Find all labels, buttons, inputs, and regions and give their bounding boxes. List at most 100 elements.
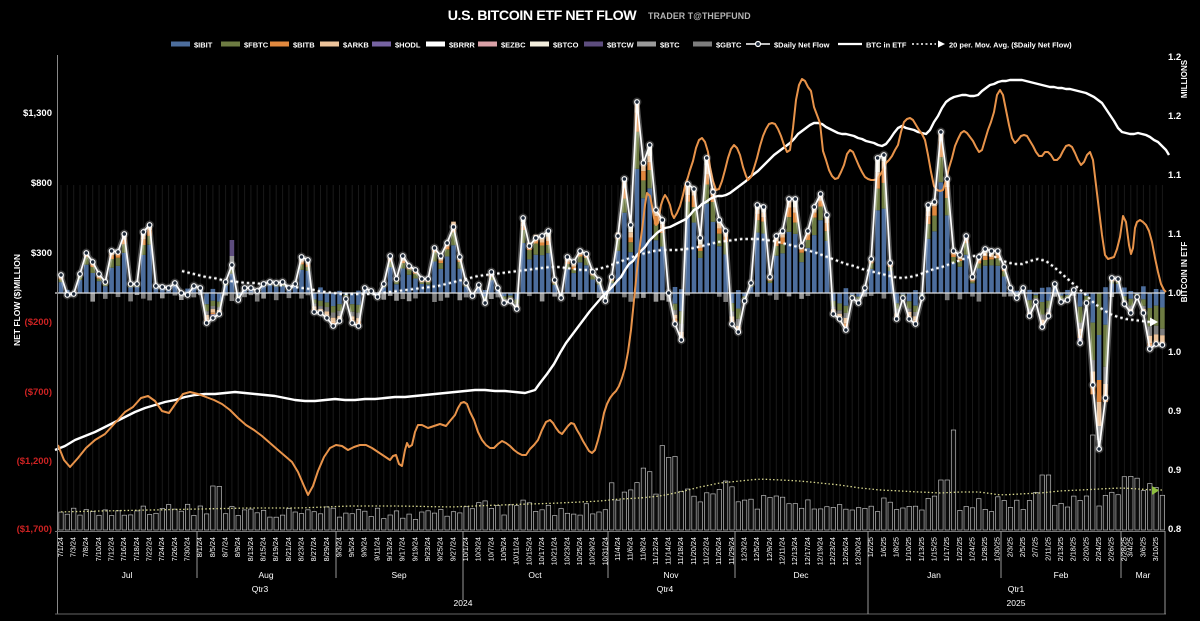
svg-text:($200): ($200) <box>25 317 52 328</box>
svg-text:$GBTC: $GBTC <box>716 41 742 50</box>
svg-text:1/17/25: 1/17/25 <box>942 537 951 561</box>
svg-text:9/11/24: 9/11/24 <box>372 537 381 561</box>
svg-text:$BTC: $BTC <box>660 41 680 50</box>
svg-text:7/24/24: 7/24/24 <box>157 537 166 561</box>
svg-text:2/24/25: 2/24/25 <box>1094 537 1103 561</box>
svg-text:12/5/24: 12/5/24 <box>752 537 761 561</box>
svg-text:8/27/24: 8/27/24 <box>309 537 318 561</box>
svg-text:3/6/25: 3/6/25 <box>1138 537 1147 557</box>
svg-text:2/20/25: 2/20/25 <box>1081 537 1090 561</box>
svg-text:2/11/25: 2/11/25 <box>1043 537 1052 561</box>
svg-text:2/5/25: 2/5/25 <box>1018 537 1027 557</box>
svg-text:2/3/25: 2/3/25 <box>1005 537 1014 557</box>
svg-text:Dec: Dec <box>793 570 809 580</box>
svg-text:8/13/24: 8/13/24 <box>246 537 255 561</box>
svg-text:Jan: Jan <box>927 570 941 580</box>
svg-text:$FBTC: $FBTC <box>244 41 269 50</box>
svg-text:MILLIONS: MILLIONS <box>1180 59 1189 98</box>
svg-text:9/5/24: 9/5/24 <box>347 537 356 557</box>
svg-text:$BRRR: $BRRR <box>449 41 475 50</box>
svg-text:10/11/24: 10/11/24 <box>512 537 521 565</box>
svg-text:10/31/24: 10/31/24 <box>600 537 609 565</box>
svg-text:$EZBC: $EZBC <box>501 41 526 50</box>
svg-text:8/5/24: 8/5/24 <box>208 537 217 557</box>
svg-text:2/7/25: 2/7/25 <box>1031 537 1040 557</box>
svg-text:BITCOIN IN ETF: BITCOIN IN ETF <box>1180 242 1189 303</box>
svg-text:BTC in ETF: BTC in ETF <box>866 41 907 50</box>
svg-text:1/30/25: 1/30/25 <box>993 537 1002 561</box>
svg-text:9/19/24: 9/19/24 <box>410 537 419 561</box>
svg-text:8/1/24: 8/1/24 <box>195 537 204 557</box>
svg-text:1/28/25: 1/28/25 <box>980 537 989 561</box>
svg-text:10/15/24: 10/15/24 <box>524 537 533 565</box>
svg-text:7/3/24: 7/3/24 <box>69 537 78 557</box>
svg-text:$1,300: $1,300 <box>23 108 52 119</box>
svg-text:8/7/24: 8/7/24 <box>221 537 230 557</box>
svg-text:7/18/24: 7/18/24 <box>132 537 141 561</box>
svg-text:9/3/24: 9/3/24 <box>334 537 343 557</box>
svg-text:12/23/24: 12/23/24 <box>828 537 837 565</box>
svg-text:8/29/24: 8/29/24 <box>322 537 331 561</box>
svg-text:$IBIT: $IBIT <box>194 41 213 50</box>
svg-text:8/21/24: 8/21/24 <box>284 537 293 561</box>
svg-text:$BTCW: $BTCW <box>607 41 635 50</box>
svg-text:10/21/24: 10/21/24 <box>550 537 559 565</box>
svg-text:12/26/24: 12/26/24 <box>841 537 850 565</box>
svg-text:11/18/24: 11/18/24 <box>676 537 685 565</box>
svg-text:11/6/24: 11/6/24 <box>626 537 635 561</box>
svg-text:9/23/24: 9/23/24 <box>423 537 432 561</box>
svg-text:11/29/24: 11/29/24 <box>727 537 736 565</box>
svg-text:12/19/24: 12/19/24 <box>816 537 825 565</box>
svg-text:Qtr4: Qtr4 <box>657 584 674 594</box>
svg-text:7/12/24: 7/12/24 <box>107 537 116 561</box>
svg-text:8/23/24: 8/23/24 <box>296 537 305 561</box>
svg-text:2/18/25: 2/18/25 <box>1069 537 1078 561</box>
svg-text:11/14/24: 11/14/24 <box>664 537 673 565</box>
svg-text:10/23/24: 10/23/24 <box>562 537 571 565</box>
svg-text:10/1/24: 10/1/24 <box>461 537 470 561</box>
svg-text:9/25/24: 9/25/24 <box>436 537 445 561</box>
svg-text:1.0: 1.0 <box>1168 347 1181 358</box>
svg-text:12/3/24: 12/3/24 <box>740 537 749 561</box>
svg-text:11/12/24: 11/12/24 <box>651 537 660 565</box>
svg-text:10/3/24: 10/3/24 <box>474 537 483 561</box>
svg-text:1/10/25: 1/10/25 <box>904 537 913 561</box>
svg-text:0.9: 0.9 <box>1168 465 1181 476</box>
svg-text:Sep: Sep <box>391 570 406 580</box>
svg-text:0.8: 0.8 <box>1168 524 1181 535</box>
svg-text:10/29/24: 10/29/24 <box>588 537 597 565</box>
svg-text:8/15/24: 8/15/24 <box>259 537 268 561</box>
svg-text:1/2/25: 1/2/25 <box>866 537 875 557</box>
svg-text:11/26/24: 11/26/24 <box>714 537 723 565</box>
svg-text:Jul: Jul <box>122 570 133 580</box>
svg-text:11/22/24: 11/22/24 <box>702 537 711 565</box>
svg-text:($1,700): ($1,700) <box>17 524 52 535</box>
svg-text:12/13/24: 12/13/24 <box>790 537 799 565</box>
svg-text:U.S. BITCOIN ETF NET FLOW: U.S. BITCOIN ETF NET FLOW <box>448 8 638 24</box>
svg-text:10/7/24: 10/7/24 <box>486 537 495 561</box>
svg-text:1/24/25: 1/24/25 <box>967 537 976 561</box>
svg-text:TRADER T@THEPFUND: TRADER T@THEPFUND <box>648 11 751 21</box>
svg-text:$300: $300 <box>31 248 52 259</box>
svg-text:($700): ($700) <box>25 387 52 398</box>
svg-text:2024: 2024 <box>454 598 473 608</box>
svg-text:12/17/24: 12/17/24 <box>803 537 812 565</box>
svg-text:$ARKB: $ARKB <box>343 41 369 50</box>
svg-text:2025: 2025 <box>1007 598 1026 608</box>
svg-text:1.2: 1.2 <box>1168 111 1181 122</box>
svg-text:10/17/24: 10/17/24 <box>537 537 546 565</box>
svg-text:Oct: Oct <box>528 570 542 580</box>
svg-text:12/11/24: 12/11/24 <box>778 537 787 565</box>
svg-text:12/30/24: 12/30/24 <box>854 537 863 565</box>
svg-text:Aug: Aug <box>258 570 273 580</box>
svg-text:1/13/25: 1/13/25 <box>917 537 926 561</box>
svg-text:NET FLOW ($)MILLION: NET FLOW ($)MILLION <box>12 254 22 346</box>
svg-text:1.1: 1.1 <box>1168 170 1182 181</box>
svg-text:1/8/25: 1/8/25 <box>892 537 901 557</box>
svg-text:12/9/24: 12/9/24 <box>765 537 774 561</box>
svg-text:3/10/25: 3/10/25 <box>1151 537 1160 561</box>
svg-text:8/9/24: 8/9/24 <box>233 537 242 557</box>
svg-text:$BITB: $BITB <box>293 41 315 50</box>
svg-text:7/30/24: 7/30/24 <box>183 537 192 561</box>
svg-text:3/4/25: 3/4/25 <box>1126 537 1135 557</box>
